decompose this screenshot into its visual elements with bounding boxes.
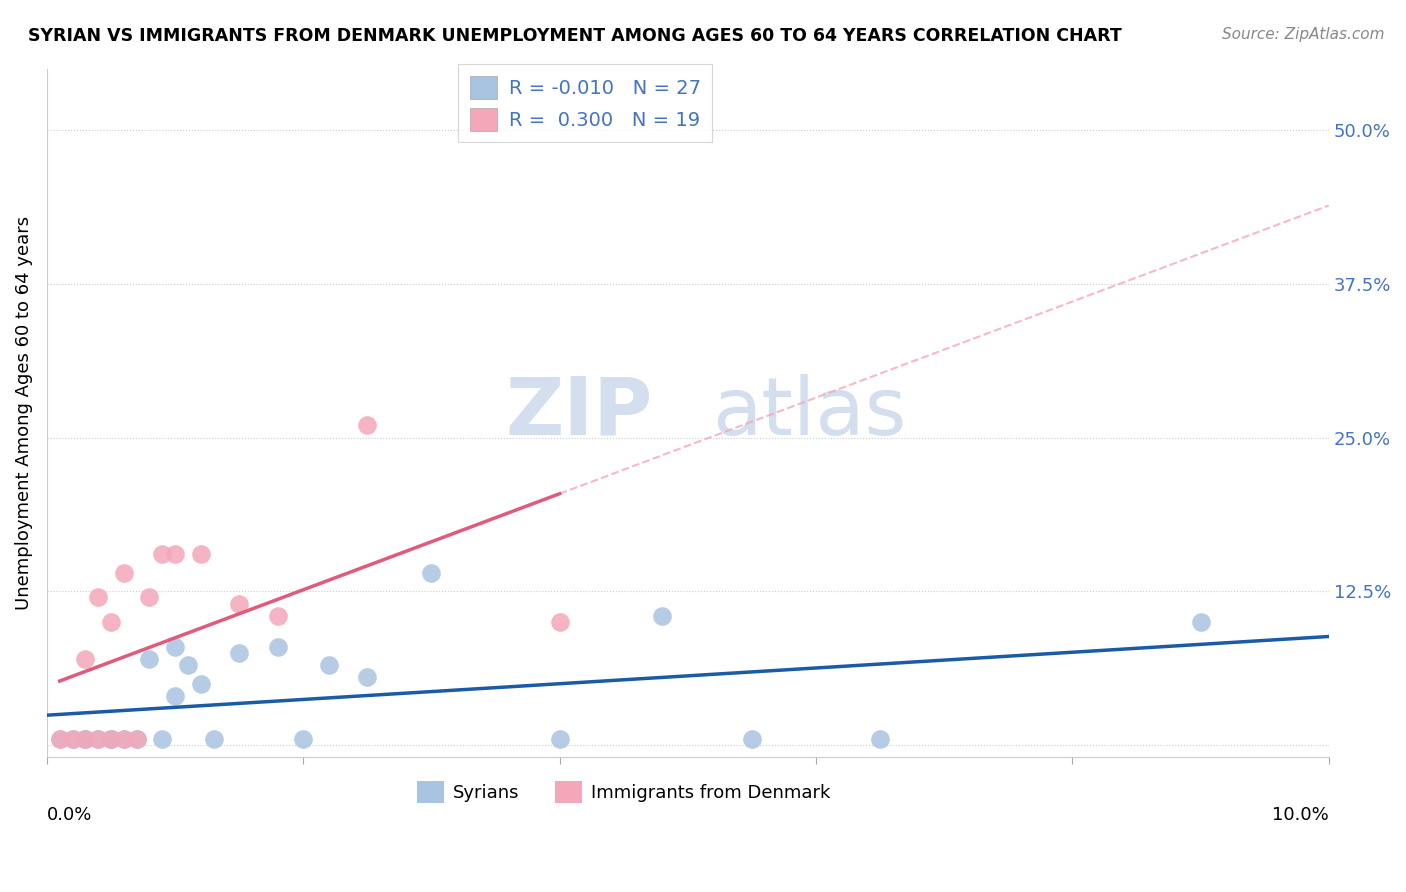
Point (75, 731, 97, 746)
Point (177, 658, 200, 673)
Point (356, 670, 378, 684)
Text: 10.0%: 10.0% (1272, 805, 1329, 823)
Point (869, 731, 891, 746)
Point (112, 731, 135, 746)
Point (100, 731, 122, 746)
Point (1189, 615, 1212, 629)
Point (318, 658, 340, 673)
Point (112, 731, 135, 746)
Text: Source: ZipAtlas.com: Source: ZipAtlas.com (1222, 27, 1385, 42)
Point (548, 615, 571, 629)
Point (75, 652, 97, 666)
Point (87, 731, 110, 746)
Point (356, 418, 378, 433)
Point (150, 731, 173, 746)
Point (190, 676, 212, 690)
Point (292, 731, 315, 746)
Legend: Syrians, Immigrants from Denmark: Syrians, Immigrants from Denmark (409, 774, 838, 810)
Text: ZIP: ZIP (505, 374, 652, 452)
Point (48, 731, 70, 746)
Point (100, 615, 122, 629)
Point (266, 640, 288, 654)
Point (138, 652, 160, 666)
Text: atlas: atlas (713, 374, 907, 452)
Point (202, 731, 225, 746)
Point (138, 591, 160, 605)
Text: 0.0%: 0.0% (46, 805, 93, 823)
Point (62, 731, 84, 746)
Point (100, 731, 122, 746)
Point (87, 731, 110, 746)
Point (651, 609, 673, 624)
Point (100, 731, 122, 746)
Point (125, 731, 148, 746)
Point (150, 548, 173, 562)
Point (87, 591, 110, 605)
Y-axis label: Unemployment Among Ages 60 to 64 years: Unemployment Among Ages 60 to 64 years (15, 216, 32, 610)
Point (190, 548, 212, 562)
Text: SYRIAN VS IMMIGRANTS FROM DENMARK UNEMPLOYMENT AMONG AGES 60 TO 64 YEARS CORRELA: SYRIAN VS IMMIGRANTS FROM DENMARK UNEMPL… (28, 27, 1122, 45)
Point (75, 731, 97, 746)
Point (165, 689, 187, 703)
Point (165, 640, 187, 654)
Point (62, 731, 84, 746)
Point (228, 597, 250, 611)
Point (125, 731, 148, 746)
Point (741, 731, 763, 746)
Point (420, 566, 443, 580)
Point (48, 731, 70, 746)
Point (112, 566, 135, 580)
Point (548, 731, 571, 746)
Point (75, 731, 97, 746)
Point (228, 646, 250, 660)
Point (266, 609, 288, 624)
Point (165, 548, 187, 562)
